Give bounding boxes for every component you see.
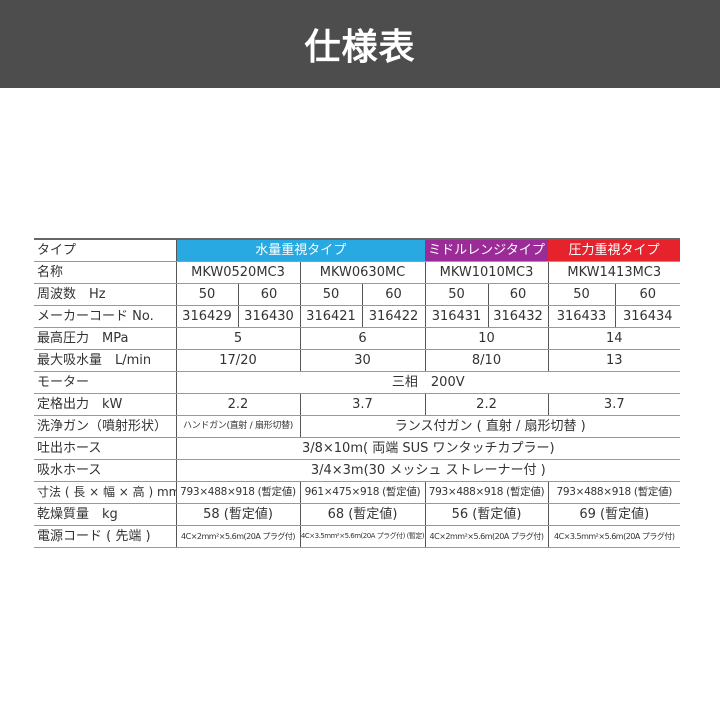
cell: 58 (暫定値)	[176, 503, 300, 526]
cell: 13	[547, 349, 681, 372]
cell: 5	[176, 327, 300, 350]
row-label: 洗浄ガン（噴射形状）	[34, 415, 177, 438]
cell: 793×488×918 (暫定値)	[176, 481, 300, 504]
row-label: 周波数 Hz	[34, 283, 177, 306]
cell: 4C×2mm²×5.6m(20A プラグ付)	[424, 525, 549, 548]
page-title: 仕様表	[304, 27, 416, 68]
table-row: 吸水ホース 3/4×3m(30 メッシュ ストレーナー付 )	[34, 459, 681, 482]
table-row: 最高圧力 MPa 5 6 10 14	[34, 327, 681, 350]
table-row: 定格出力 kW 2.2 3.7 2.2 3.7	[34, 393, 681, 416]
cell: 56 (暫定値)	[424, 503, 549, 526]
table-row: 周波数 Hz 50 60 50 60 50 60 50 60	[34, 283, 681, 306]
cell: 50	[299, 283, 362, 306]
cell: 316429	[176, 305, 238, 328]
row-label: 乾燥質量 kg	[34, 503, 177, 526]
cell: 2.2	[176, 393, 300, 416]
cell: 三相 200V	[176, 371, 681, 394]
row-label: モーター	[34, 371, 177, 394]
table-row: モーター 三相 200V	[34, 371, 681, 394]
cell: MKW1010MC3	[424, 261, 549, 284]
table-row: 寸法 ( 長 × 幅 × 高 ) mm 793×488×918 (暫定値) 96…	[34, 481, 681, 504]
row-label: 名称	[34, 261, 177, 284]
table-row: タイプ 水量重視タイプ ミドルレンジタイプ 圧力重視タイプ	[34, 238, 681, 262]
row-label: 最大吸水量 L/min	[34, 349, 177, 372]
cell: 50	[424, 283, 489, 306]
row-label: 寸法 ( 長 × 幅 × 高 ) mm	[34, 481, 177, 504]
row-label: 電源コード ( 先端 )	[34, 525, 177, 548]
cell: 50	[547, 283, 616, 306]
table-row: 電源コード ( 先端 ) 4C×2mm²×5.6m(20A プラグ付) 4C×3…	[34, 525, 681, 548]
row-label: タイプ	[34, 238, 177, 262]
cell: 4C×3.5mm²×5.6m(20A プラグ付)	[547, 525, 681, 548]
cell: 3/4×3m(30 メッシュ ストレーナー付 )	[176, 459, 681, 482]
row-label: 定格出力 kW	[34, 393, 177, 416]
row-label: メーカーコード No.	[34, 305, 177, 328]
table-row: 乾燥質量 kg 58 (暫定値) 68 (暫定値) 56 (暫定値) 69 (暫…	[34, 503, 681, 526]
table-row: 最大吸水量 L/min 17/20 30 8/10 13	[34, 349, 681, 372]
cell: 60	[361, 283, 426, 306]
cell: 3.7	[547, 393, 681, 416]
spec-table: タイプ 水量重視タイプ ミドルレンジタイプ 圧力重視タイプ 名称 MKW0520…	[34, 238, 681, 548]
page-header: 仕様表	[0, 0, 720, 88]
cell: 316433	[547, 305, 616, 328]
cell: 60	[237, 283, 300, 306]
cell: 8/10	[424, 349, 549, 372]
cell: 68 (暫定値)	[299, 503, 426, 526]
cell: 14	[547, 327, 681, 350]
cell: 316432	[487, 305, 549, 328]
type-pressure: 圧力重視タイプ	[548, 238, 681, 262]
cell: ハンドガン(直射 / 扇形切替)	[176, 415, 300, 438]
cell: 17/20	[176, 349, 300, 372]
cell: 4C×3.5mm²×5.6m(20A プラグ付) (暫定)	[299, 525, 426, 548]
table-row: メーカーコード No. 316429 316430 316421 316422 …	[34, 305, 681, 328]
cell: 60	[487, 283, 549, 306]
cell: 316421	[299, 305, 362, 328]
cell: 316430	[237, 305, 300, 328]
cell: 3.7	[299, 393, 426, 416]
cell: 4C×2mm²×5.6m(20A プラグ付)	[176, 525, 300, 548]
cell: 961×475×918 (暫定値)	[299, 481, 426, 504]
table-row: 名称 MKW0520MC3 MKW0630MC MKW1010MC3 MKW14…	[34, 261, 681, 284]
cell: 30	[299, 349, 426, 372]
table-row: 吐出ホース 3/8×10m( 両端 SUS ワンタッチカプラー)	[34, 437, 681, 460]
cell: 316431	[424, 305, 489, 328]
cell: 316422	[361, 305, 426, 328]
cell: 793×488×918 (暫定値)	[547, 481, 681, 504]
cell: 50	[176, 283, 238, 306]
cell: MKW0520MC3	[176, 261, 300, 284]
cell: ランス付ガン ( 直射 / 扇形切替 )	[299, 415, 681, 438]
cell: 2.2	[424, 393, 549, 416]
cell: MKW1413MC3	[547, 261, 681, 284]
type-water: 水量重視タイプ	[176, 238, 426, 262]
cell: 793×488×918 (暫定値)	[424, 481, 549, 504]
cell: 60	[614, 283, 681, 306]
type-middle: ミドルレンジタイプ	[425, 238, 549, 262]
cell: 10	[424, 327, 549, 350]
cell: MKW0630MC	[299, 261, 426, 284]
cell: 6	[299, 327, 426, 350]
cell: 316434	[614, 305, 681, 328]
table-row: 洗浄ガン（噴射形状） ハンドガン(直射 / 扇形切替) ランス付ガン ( 直射 …	[34, 415, 681, 438]
cell: 3/8×10m( 両端 SUS ワンタッチカプラー)	[176, 437, 681, 460]
cell: 69 (暫定値)	[547, 503, 681, 526]
row-label: 吐出ホース	[34, 437, 177, 460]
row-label: 吸水ホース	[34, 459, 177, 482]
row-label: 最高圧力 MPa	[34, 327, 177, 350]
